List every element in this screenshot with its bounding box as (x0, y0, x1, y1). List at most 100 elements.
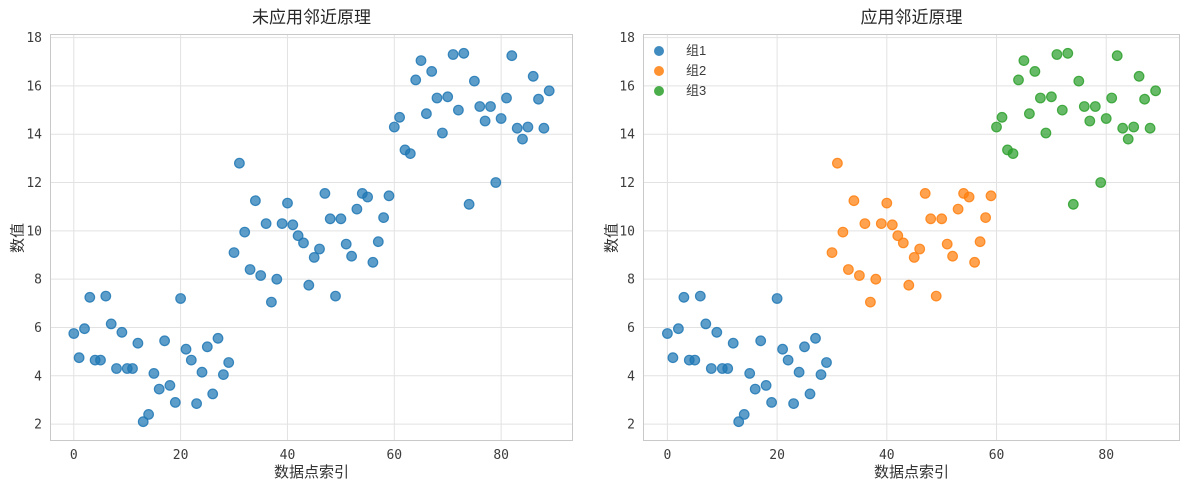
data-point (667, 352, 679, 364)
data-point (1029, 65, 1041, 77)
x-tick-label: 60 (386, 448, 402, 463)
y-tick-label: 2 (34, 418, 42, 433)
data-point (837, 226, 849, 238)
y-tick-label: 18 (26, 31, 42, 46)
data-point (324, 213, 336, 225)
data-point (447, 49, 459, 60)
data-point (799, 341, 810, 353)
data-point (1046, 91, 1057, 103)
data-point (1100, 113, 1112, 124)
data-point (501, 92, 512, 104)
data-point (1024, 108, 1035, 120)
scatter-plot-right: 0 20 40 60 80 2 4 6 8 10 12 14 16 18 (619, 31, 1180, 463)
scatter-plot-left: 0 20 40 60 80 2 4 6 8 10 12 14 16 18 (26, 31, 573, 463)
data-point (266, 296, 277, 308)
data-point (367, 256, 379, 268)
data-point (111, 363, 122, 374)
data-point (1051, 49, 1063, 60)
data-point (1073, 75, 1085, 87)
data-point (1106, 92, 1118, 104)
data-point (479, 115, 491, 127)
data-point (191, 398, 203, 410)
data-point (1062, 47, 1074, 59)
data-point (969, 256, 981, 268)
data-point (260, 218, 272, 230)
data-point (963, 191, 975, 203)
data-point (185, 354, 197, 366)
data-point (164, 380, 176, 391)
x-tick-label: 40 (879, 448, 895, 463)
data-point (727, 337, 739, 349)
data-point (255, 270, 267, 281)
data-point (870, 273, 882, 285)
data-point (996, 111, 1008, 123)
data-point (936, 213, 948, 225)
data-point (527, 70, 539, 82)
data-point (404, 148, 416, 160)
data-point (1040, 127, 1052, 139)
data-point (239, 226, 251, 238)
x-axis-label-right: 数据点索引 (873, 464, 949, 481)
data-point (991, 121, 1002, 133)
y-tick-label: 14 (619, 128, 635, 143)
data-point (127, 363, 138, 374)
data-point (678, 291, 690, 303)
data-point (421, 108, 432, 120)
data-point (826, 247, 838, 259)
data-point (282, 197, 293, 209)
y-tick-label: 12 (619, 176, 635, 191)
data-point (105, 318, 117, 330)
x-tick-label: 0 (70, 448, 78, 463)
data-point (335, 213, 347, 225)
data-point (903, 279, 915, 291)
data-point (228, 247, 240, 259)
data-point (506, 50, 518, 62)
data-point (919, 187, 931, 199)
data-point (143, 409, 155, 420)
data-point (383, 190, 395, 202)
data-point (1117, 122, 1129, 134)
data-point (700, 318, 712, 330)
y-tick-label: 10 (619, 224, 635, 239)
data-point (249, 195, 261, 207)
data-point (661, 328, 673, 339)
y-tick-label: 16 (26, 79, 42, 94)
data-point (865, 296, 876, 308)
data-point (437, 127, 448, 139)
legend-label-group3: 组3 (686, 83, 707, 98)
y-tick-label: 4 (34, 369, 42, 384)
data-point (474, 101, 486, 112)
y-tick-label: 10 (26, 224, 42, 239)
data-point (689, 354, 701, 366)
y-tick-label: 6 (627, 321, 635, 336)
data-point (925, 213, 937, 225)
data-point (415, 55, 427, 66)
data-point (1056, 104, 1068, 116)
data-point (782, 354, 794, 366)
data-point (1007, 148, 1019, 160)
data-point (346, 250, 358, 262)
data-point (694, 290, 706, 302)
data-point (854, 270, 865, 281)
x-tick-label: 0 (663, 448, 671, 463)
data-point (930, 290, 942, 302)
data-point (84, 291, 96, 303)
data-point (533, 93, 544, 105)
data-point (522, 121, 534, 133)
x-axis-label-left: 数据点索引 (273, 464, 349, 481)
data-point (793, 366, 805, 378)
data-point (159, 335, 171, 347)
data-point (73, 352, 85, 364)
data-point (1133, 70, 1145, 82)
data-point (223, 357, 235, 368)
legend-marker-group1-icon (654, 45, 664, 56)
data-point (351, 203, 363, 215)
data-point (538, 122, 550, 134)
data-point (705, 363, 717, 374)
data-point (116, 326, 128, 338)
data-point (908, 251, 920, 263)
data-point (485, 101, 496, 112)
data-point (196, 366, 208, 378)
legend: 组1 组2 组3 (654, 43, 706, 98)
